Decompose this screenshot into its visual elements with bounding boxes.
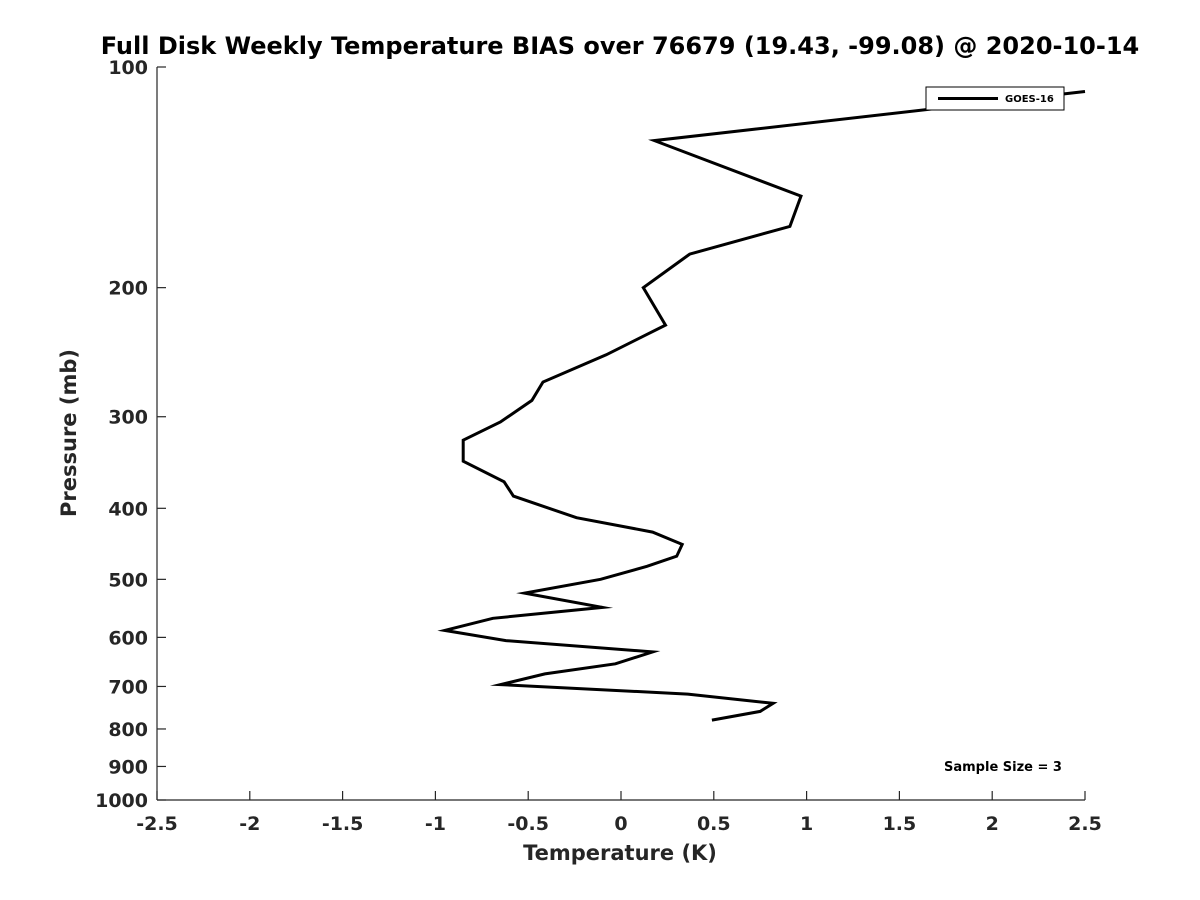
sample-size-annotation: Sample Size = 3 — [944, 760, 1062, 775]
x-tick-label: -2.5 — [136, 813, 178, 835]
x-tick-label: 1 — [800, 813, 813, 835]
x-tick-label: 2.5 — [1068, 813, 1102, 835]
x-tick-label: -1 — [425, 813, 446, 835]
y-tick-label: 700 — [108, 676, 148, 698]
y-tick-label: 500 — [108, 569, 148, 591]
chart-title: Full Disk Weekly Temperature BIAS over 7… — [101, 32, 1140, 60]
x-axis-ticks: -2.5 -2 -1.5 -1 -0.5 0 0.5 1 1.5 2 2.5 — [136, 791, 1102, 835]
x-tick-label: -2 — [239, 813, 260, 835]
y-axis-ticks: 100 200 300 400 500 600 700 800 900 1000 — [95, 57, 166, 812]
x-tick-label: 2 — [986, 813, 999, 835]
x-tick-label: 0.5 — [697, 813, 731, 835]
y-tick-label: 100 — [108, 57, 148, 79]
x-tick-label: -0.5 — [507, 813, 549, 835]
x-axis-label: Temperature (K) — [523, 841, 717, 865]
series-line-goes-16 — [437, 90, 1086, 722]
y-tick-label: 800 — [108, 719, 148, 741]
y-tick-label: 200 — [108, 278, 148, 300]
y-tick-label: 300 — [108, 407, 148, 429]
x-tick-label: -1.5 — [322, 813, 364, 835]
series-layer — [437, 90, 1086, 722]
legend-entry-goes-16: GOES-16 — [1005, 94, 1054, 105]
x-tick-label: 0 — [614, 813, 627, 835]
y-tick-label: 400 — [108, 498, 148, 520]
legend: GOES-16 — [925, 86, 1065, 111]
x-tick-label: 1.5 — [883, 813, 917, 835]
y-tick-label: 600 — [108, 627, 148, 649]
y-tick-label: 900 — [108, 756, 148, 778]
y-axis-label: Pressure (mb) — [57, 349, 81, 517]
y-tick-label: 1000 — [95, 790, 148, 812]
